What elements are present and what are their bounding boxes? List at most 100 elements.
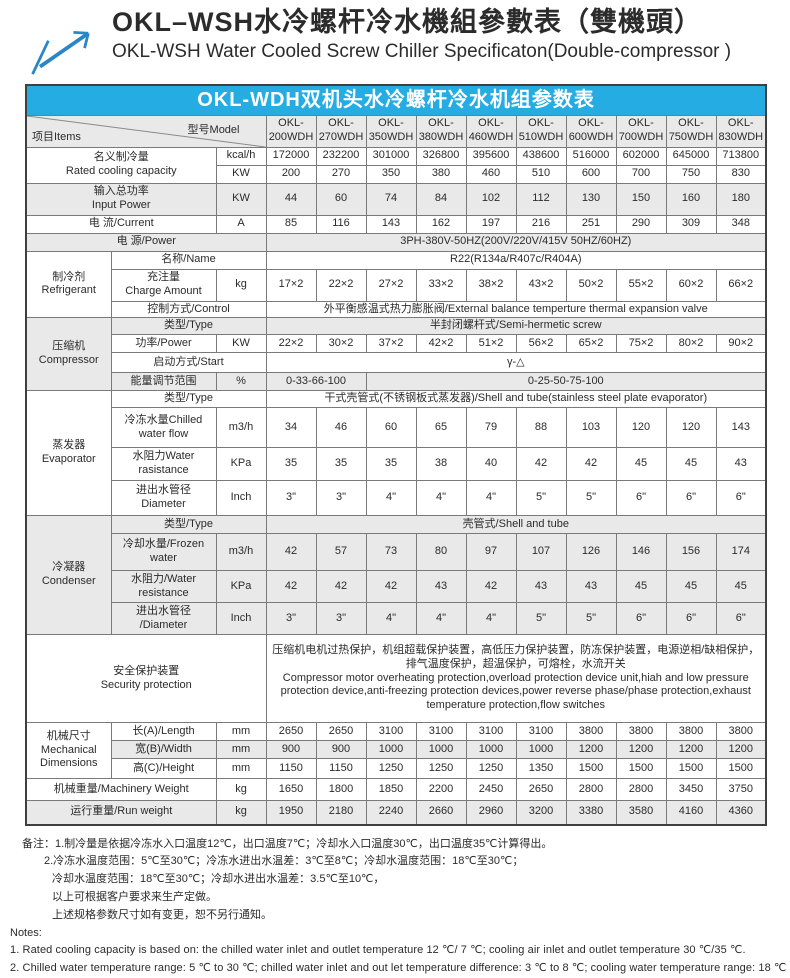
row-rated-cooling-kw-cell-5: 460 [466,165,516,183]
row-cond-diameter-cell-5: 4" [416,603,466,635]
row-evap-water-resistance-cell-10: 45 [666,448,716,481]
row-frozen-water-cell-4: 73 [366,534,416,571]
value-capacity-control-small: 0-33-66-100 [266,373,366,391]
label-evaporator-type: 类型/Type [111,391,266,408]
row-current-cell-10: 309 [666,215,716,233]
label-run-weight: 运行重量/Run weight [26,801,216,825]
row-rated-cooling-kw-cell-2: 270 [316,165,366,183]
row-evap-water-resistance-cell-11: 43 [716,448,766,481]
row-charge-amount-cell-6: 38×2 [466,269,516,301]
row-width-cell-1: mm [216,741,266,759]
row-charge-amount-cell-10: 60×2 [666,269,716,301]
table-banner-title: OKL-WDH双机头水冷螺杆冷水机组参数表 [26,85,766,115]
row-evap-diameter-cell-8: 5" [566,481,616,516]
row-charge-amount-cell-1: kg [216,269,266,301]
row-frozen-water-cell-7: 107 [516,534,566,571]
row-machinery-weight-cell-2: 1650 [266,779,316,801]
row-run-weight-cell-4: 2240 [366,801,416,825]
row-current-cell-5: 162 [416,215,466,233]
row-height-cell-9: 1500 [616,759,666,779]
row-current-cell-1: A [216,215,266,233]
row-evap-water-resistance-cell-5: 38 [416,448,466,481]
row-length-cell-3: 2650 [266,723,316,741]
row-chilled-water-flow-cell-7: 88 [516,408,566,448]
row-current-cell-8: 251 [566,215,616,233]
row-chilled-water-flow-cell-3: 46 [316,408,366,448]
row-height-cell-2: 1150 [266,759,316,779]
label-control: 控制方式/Control [111,301,266,318]
row-charge-amount-cell-11: 66×2 [716,269,766,301]
row-height-cell-7: 1350 [516,759,566,779]
row-current-cell-4: 143 [366,215,416,233]
row-evap-diameter-cell-2: 3" [266,481,316,516]
row-input-power-cell-4: 74 [366,183,416,215]
note-line-zh-4: 以上可根据客户要求来生产定做。 [52,889,790,907]
row-cond-water-resistance-cell-5: 43 [416,571,466,603]
row-length-cell-9: 3800 [566,723,616,741]
row-evap-diameter-cell-3: 3" [316,481,366,516]
row-width-cell-9: 1200 [616,741,666,759]
row-input-power-cell-6: 102 [466,183,516,215]
row-rated-cooling-kw-cell-9: 750 [666,165,716,183]
row-cond-water-resistance-cell-6: 42 [466,571,516,603]
row-input-power-cell-10: 160 [666,183,716,215]
row-chilled-water-flow-cell-8: 103 [566,408,616,448]
row-rated-cooling-kcal-cell-3: 232200 [316,147,366,165]
value-condenser-type: 壳管式/Shell and tube [266,516,766,534]
row-rated-cooling-kcal-cell-10: 645000 [666,147,716,165]
row-evap-diameter-cell-7: 5" [516,481,566,516]
row-run-weight-cell-1: kg [216,801,266,825]
row-length-cell-10: 3800 [616,723,666,741]
row-chilled-water-flow-cell-11: 143 [716,408,766,448]
value-security-protection: 压缩机电机过热保护，机组超载保护装置，高低压力保护装置，防冻保护装置，电源逆相/… [266,635,766,723]
model-header-460wdh: OKL-460WDH [466,115,516,147]
row-compressor-power-cell-7: 56×2 [516,335,566,353]
row-input-power-cell-7: 112 [516,183,566,215]
row-width-cell-4: 1000 [366,741,416,759]
row-current-cell-9: 290 [616,215,666,233]
row-machinery-weight-cell-1: kg [216,779,266,801]
row-charge-amount-cell-5: 33×2 [416,269,466,301]
row-cond-water-resistance-cell-8: 43 [566,571,616,603]
row-rated-cooling-kw-cell-10: 830 [716,165,766,183]
row-rated-cooling-kcal-cell-2: 172000 [266,147,316,165]
row-height-cell-11: 1500 [716,759,766,779]
row-frozen-water-cell-5: 80 [416,534,466,571]
row-rated-cooling-kw-cell-7: 600 [566,165,616,183]
row-evap-diameter-cell-9: 6" [616,481,666,516]
row-run-weight-cell-5: 2660 [416,801,466,825]
notes-section: 备注：1.制冷量是依据冷冻水入口温度12℃，出口温度7℃；冷却水入口温度30℃，… [10,836,790,978]
row-rated-cooling-kcal-cell-6: 395600 [466,147,516,165]
row-machinery-weight-cell-9: 2800 [616,779,666,801]
row-compressor-power-cell-11: 90×2 [716,335,766,353]
value-compressor-type: 半封闭螺杆式/Semi-hermetic screw [266,318,766,335]
row-evap-diameter-cell-6: 4" [466,481,516,516]
row-machinery-weight-cell-3: 1800 [316,779,366,801]
row-run-weight-cell-9: 3580 [616,801,666,825]
row-input-power-cell-11: 180 [716,183,766,215]
value-evaporator-type: 干式壳管式(不锈钢板式蒸发器)/Shell and tube(stainless… [266,391,766,408]
row-frozen-water-cell-1: m3/h [216,534,266,571]
row-frozen-water-cell-2: 42 [266,534,316,571]
value-capacity-control-large: 0-25-50-75-100 [366,373,766,391]
row-compressor-power-cell-9: 75×2 [616,335,666,353]
row-cond-diameter-cell-10: 6" [666,603,716,635]
row-rated-cooling-kw-cell-3: 350 [366,165,416,183]
row-evap-water-resistance-cell-7: 42 [516,448,566,481]
row-rated-cooling-kw-cell-6: 510 [516,165,566,183]
